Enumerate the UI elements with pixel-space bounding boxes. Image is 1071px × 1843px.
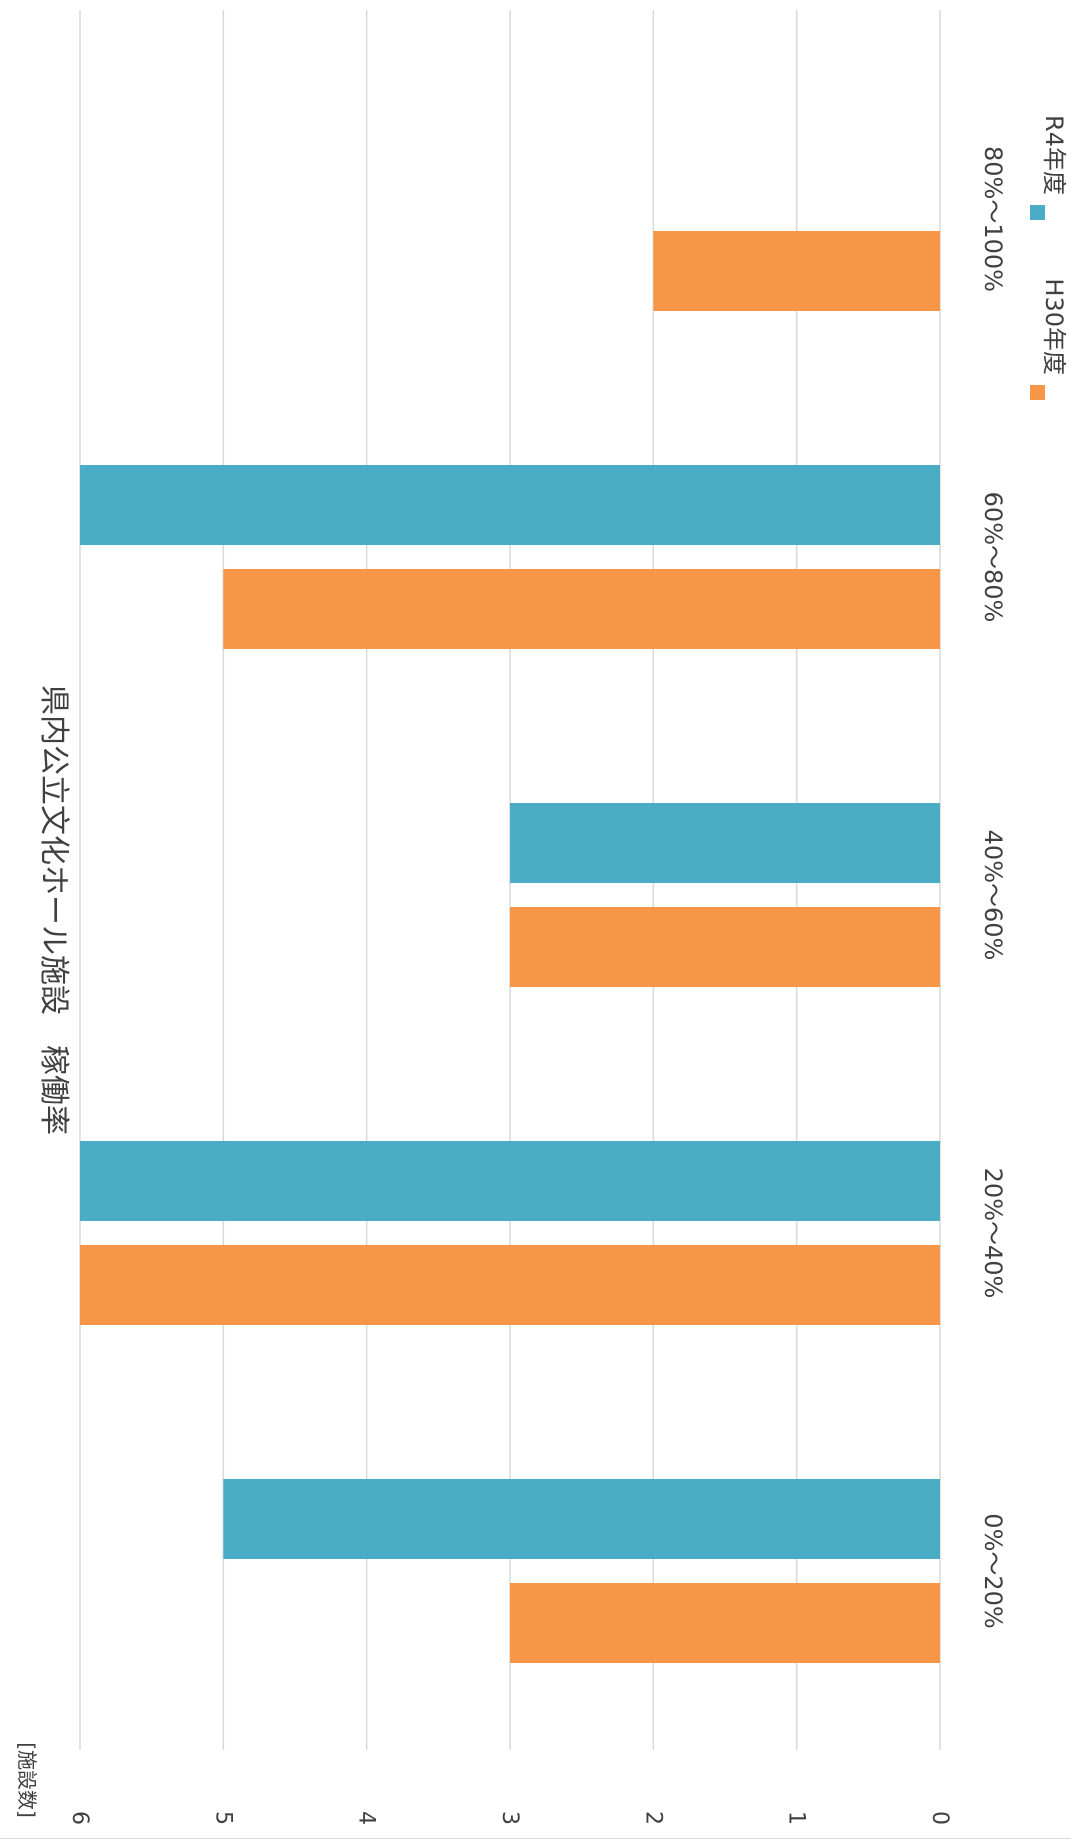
bar-r4 [80,465,940,545]
bar-h30 [223,569,941,649]
bar-h30 [510,1583,940,1663]
chart-title: 県内公立文化ホール施設 稼働率 [36,685,71,1135]
value-tick-label: 0 [927,1811,952,1825]
value-tick-label: 2 [640,1811,665,1825]
legend-label: R4年度 [1040,115,1068,195]
bar-r4 [80,1141,940,1221]
legend: R4年度 H30年度 [1030,115,1068,400]
value-tick-label: 4 [354,1811,379,1825]
bar-r4 [223,1479,941,1559]
bar-h30 [80,1245,940,1325]
category-label: 0%〜20% [979,1513,1007,1628]
bar-h30 [510,907,940,987]
bars [80,231,941,1663]
y-axis-label: [施設数] [15,1742,39,1818]
category-axis-labels: 0%〜20% 20%〜40% 40%〜60% 60%〜80% 80%〜100% [979,146,1007,1629]
legend-label: H30年度 [1040,278,1068,375]
category-label: 60%〜80% [979,492,1007,623]
value-tick-label: 6 [67,1811,92,1825]
legend-swatch [1030,205,1045,220]
value-axis-ticks: 0 1 2 3 4 5 6 [67,1811,952,1825]
value-tick-label: 3 [497,1811,522,1825]
category-label: 40%〜60% [979,830,1007,961]
value-tick-label: 1 [784,1811,809,1825]
category-label: 80%〜100% [979,146,1007,292]
legend-swatch [1030,385,1045,400]
value-tick-label: 5 [210,1811,235,1825]
category-label: 20%〜40% [979,1168,1007,1299]
bar-r4 [510,803,940,883]
bottom-border [0,1838,1071,1839]
bar-h30 [653,231,940,311]
